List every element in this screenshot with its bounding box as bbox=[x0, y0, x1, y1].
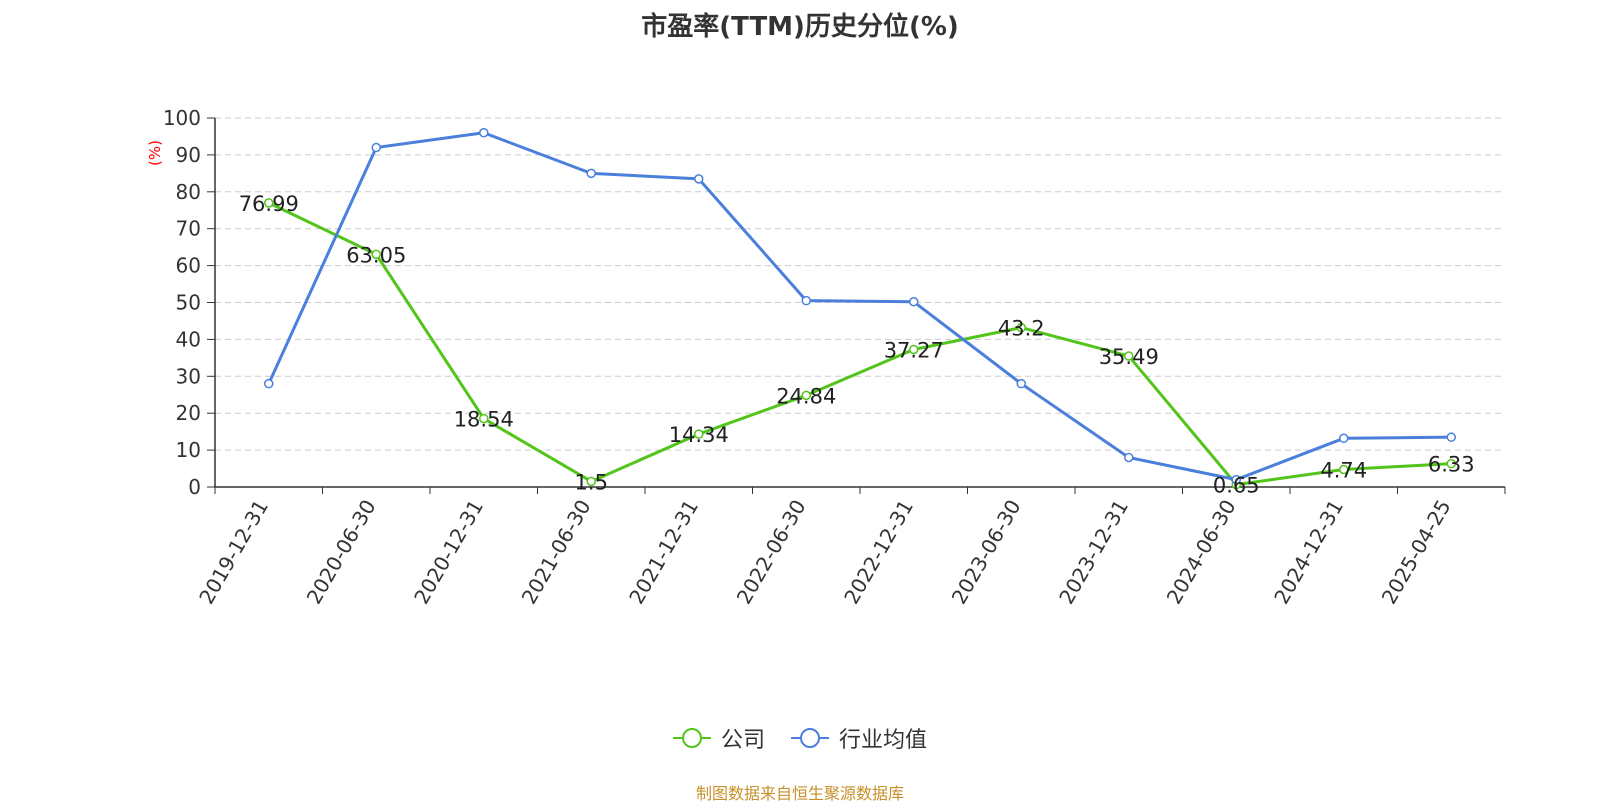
x-tick-label: 2024-06-30 bbox=[1162, 496, 1241, 609]
data-label-company: 6.33 bbox=[1428, 453, 1475, 477]
y-tick-label: 20 bbox=[176, 401, 201, 425]
data-label-company: 35.49 bbox=[1099, 345, 1159, 369]
x-tick-label: 2020-06-30 bbox=[302, 496, 381, 609]
x-tick-label: 2023-06-30 bbox=[947, 496, 1026, 609]
series-line-industry bbox=[267, 131, 1452, 482]
data-label-company: 43.2 bbox=[998, 317, 1045, 341]
data-point-industry bbox=[1016, 378, 1026, 389]
data-label-company: 18.54 bbox=[454, 408, 514, 432]
x-tick-label: 2023-12-31 bbox=[1054, 496, 1133, 609]
data-point-company bbox=[694, 429, 704, 439]
data-point-industry bbox=[801, 295, 811, 306]
x-tick-label: 2021-12-31 bbox=[624, 496, 703, 609]
data-point-company bbox=[1339, 464, 1349, 475]
y-tick-label: 60 bbox=[176, 254, 201, 278]
legend-item-company[interactable]: 公司 bbox=[672, 722, 765, 754]
data-label-company: 37.27 bbox=[884, 338, 944, 362]
data-point-industry bbox=[586, 168, 596, 179]
data-label-company: 1.5 bbox=[575, 470, 608, 494]
data-label-company: 63.05 bbox=[346, 243, 406, 267]
data-point-industry bbox=[264, 378, 274, 389]
y-tick-label: 100 bbox=[163, 106, 201, 130]
source-footer: 制图数据来自恒生聚源数据库 bbox=[695, 784, 904, 803]
data-label-company: 4.74 bbox=[1320, 459, 1367, 483]
data-point-industry bbox=[1446, 432, 1456, 442]
data-label-company: 24.84 bbox=[776, 384, 836, 408]
x-tick-label: 2022-12-31 bbox=[839, 496, 918, 609]
x-tick-label: 2020-12-31 bbox=[409, 496, 488, 609]
legend-industry-marker-icon bbox=[791, 728, 829, 748]
y-tick-label: 0 bbox=[188, 475, 201, 499]
legend-label-company: 公司 bbox=[720, 728, 765, 753]
y-tick-label: 10 bbox=[176, 438, 201, 462]
legend-label-industry: 行业均值 bbox=[839, 728, 928, 753]
data-point-industry bbox=[1339, 433, 1349, 444]
x-tick-label: 2021-06-30 bbox=[517, 496, 596, 609]
data-point-industry bbox=[371, 142, 381, 153]
data-point-company bbox=[264, 198, 274, 208]
data-label-company: 0.65 bbox=[1213, 474, 1260, 498]
data-point-industry bbox=[694, 174, 704, 184]
data-point-industry bbox=[909, 297, 919, 307]
y-tick-label: 50 bbox=[176, 291, 201, 315]
data-point-company bbox=[1016, 322, 1026, 333]
data-label-company: 76.99 bbox=[239, 192, 299, 216]
y-tick-label: 90 bbox=[176, 143, 201, 167]
x-tick-label: 2025-04-25 bbox=[1377, 496, 1456, 609]
series-line-company bbox=[268, 201, 1452, 487]
legend: 公司 行业均值 bbox=[0, 722, 1600, 754]
y-tick-label: 30 bbox=[176, 364, 201, 388]
data-point-industry bbox=[1231, 474, 1241, 485]
data-point-industry bbox=[479, 128, 489, 138]
y-axis-label: (%) bbox=[146, 140, 164, 166]
x-tick-label: 2022-06-30 bbox=[732, 496, 811, 609]
y-tick-label: 70 bbox=[176, 217, 201, 241]
x-tick-label: 2019-12-31 bbox=[194, 496, 273, 609]
data-point-company bbox=[586, 476, 596, 487]
chart-title: 市盈率(TTM)历史分位(%) bbox=[641, 12, 959, 42]
legend-company-marker-icon bbox=[672, 728, 711, 748]
data-point-company bbox=[1446, 458, 1456, 469]
data-label-company: 14.34 bbox=[669, 423, 729, 447]
data-point-company bbox=[801, 390, 811, 401]
data-point-company bbox=[909, 344, 919, 355]
data-point-company bbox=[371, 249, 381, 260]
data-point-company bbox=[1124, 351, 1134, 361]
y-tick-label: 80 bbox=[176, 180, 201, 204]
data-point-company bbox=[479, 413, 489, 424]
data-point-industry bbox=[1124, 452, 1134, 463]
legend-item-industry[interactable]: 行业均值 bbox=[791, 722, 927, 754]
x-tick-label: 2024-12-31 bbox=[1269, 496, 1348, 609]
y-tick-label: 40 bbox=[176, 327, 201, 351]
